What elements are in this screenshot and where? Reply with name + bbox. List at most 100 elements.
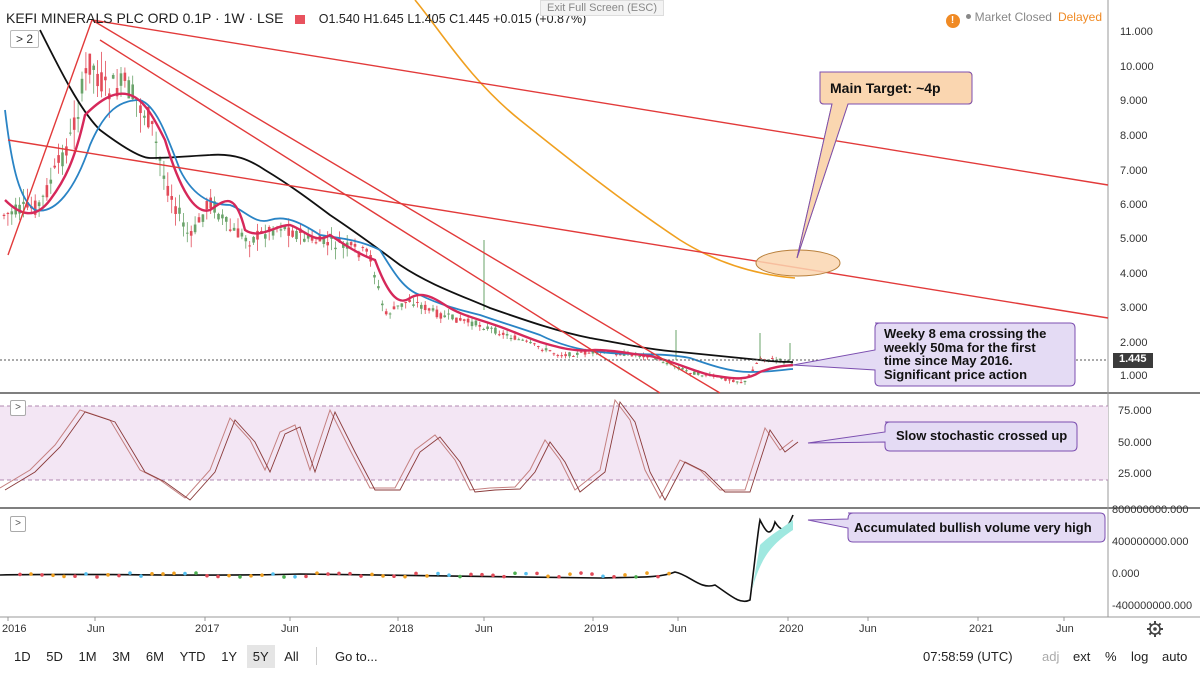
- volume-dot: [194, 571, 198, 575]
- volume-dot: [458, 574, 462, 579]
- ema-cross-line: Weeky 8 ema crossing the: [884, 326, 1047, 341]
- price-tick-label: 1.000: [1120, 370, 1148, 382]
- indicator-collapse-button[interactable]: > 2: [10, 30, 40, 48]
- candle-body: [408, 299, 411, 303]
- log-toggle[interactable]: log: [1131, 649, 1149, 664]
- candle-body: [162, 175, 166, 179]
- candle-body: [689, 373, 692, 375]
- candle-body: [306, 234, 310, 239]
- candle-body: [279, 229, 283, 231]
- candle-body: [517, 339, 521, 341]
- volume-pane-expand-icon[interactable]: >: [10, 516, 26, 532]
- candle-body: [735, 381, 739, 383]
- volume-dot: [546, 574, 550, 579]
- candle-body: [186, 232, 189, 234]
- timeframe-5d[interactable]: 5D: [46, 649, 63, 664]
- candle-body: [76, 117, 80, 119]
- ema8-line: [4, 92, 794, 380]
- percent-toggle[interactable]: %: [1105, 649, 1117, 664]
- trendline[interactable]: [99, 39, 661, 394]
- warning-icon[interactable]: !: [945, 14, 960, 28]
- volume-tick-label: -400000000.000: [1112, 600, 1193, 612]
- time-tick-label: 2017: [195, 623, 220, 635]
- ema-cross-callout[interactable]: [792, 322, 1076, 387]
- trendline[interactable]: [91, 19, 721, 394]
- trendline[interactable]: [7, 19, 93, 256]
- candle-body: [248, 245, 251, 247]
- trendline[interactable]: [91, 19, 1109, 186]
- goto-button[interactable]: Go to...: [334, 649, 378, 664]
- candle-body: [696, 371, 700, 375]
- timeframe-1d[interactable]: 1D: [14, 649, 31, 664]
- candle-body: [498, 334, 501, 336]
- candle-body: [361, 247, 365, 249]
- candle-body: [525, 340, 528, 342]
- symbol-title[interactable]: KEFI MINERALS PLC ORD 0.1P · 1W · LSE: [6, 10, 284, 26]
- time-tick-label: Jun: [859, 623, 877, 635]
- volume-tick-label: 800000000.000: [1112, 504, 1189, 516]
- candle-body: [494, 327, 497, 334]
- ma50-line: [39, 29, 794, 363]
- volume-dot: [359, 574, 363, 578]
- candle-body: [778, 358, 782, 361]
- candle-body: [96, 73, 99, 87]
- candle-body: [143, 115, 146, 118]
- candle-body: [392, 306, 396, 310]
- volume-dot: [436, 571, 440, 576]
- timeframe-5y[interactable]: 5Y: [246, 645, 275, 668]
- candle-body: [365, 248, 368, 252]
- candle-body: [396, 305, 400, 307]
- volume-tick-label: 0.000: [1112, 568, 1140, 580]
- settings-gear-icon[interactable]: [1147, 621, 1163, 637]
- candle-body: [45, 185, 49, 198]
- candle-body: [427, 308, 431, 311]
- stochastic-pane-expand-icon[interactable]: >: [10, 400, 26, 416]
- ohlc-close: C1.445: [449, 12, 490, 26]
- stochastic-callout[interactable]: [807, 421, 1078, 452]
- exit-full-screen-hint[interactable]: Exit Full Screen (ESC): [540, 0, 665, 16]
- candle-body: [443, 315, 446, 318]
- candle-body: [537, 346, 540, 348]
- candle-body: [166, 185, 170, 196]
- candle-body: [743, 380, 747, 383]
- candle-body: [400, 303, 404, 307]
- candle-body: [521, 339, 524, 341]
- last-price-value: 1.445: [1119, 353, 1147, 365]
- timeframe-ytd[interactable]: YTD: [179, 649, 206, 664]
- candle-body: [37, 202, 41, 207]
- candle-body: [451, 314, 454, 320]
- volume-callout[interactable]: [807, 512, 1106, 543]
- candle-body: [618, 354, 622, 356]
- candle-body: [131, 84, 134, 100]
- volume-dot: [623, 573, 627, 577]
- timeframe-6m[interactable]: 6M: [145, 649, 164, 664]
- candle-body: [529, 341, 532, 344]
- trendline[interactable]: [7, 139, 1109, 319]
- timeframe-1m[interactable]: 1M: [78, 649, 97, 664]
- timeframe-3m[interactable]: 3M: [112, 649, 131, 664]
- volume-dot: [216, 574, 220, 579]
- timeframe-all[interactable]: All: [284, 649, 299, 664]
- volume-dot: [172, 571, 176, 576]
- volume-dot: [183, 571, 187, 576]
- candle-body: [700, 375, 704, 377]
- target-ellipse[interactable]: [755, 249, 841, 277]
- candle-body: [65, 146, 68, 156]
- price-tick-label: 6.000: [1120, 199, 1148, 211]
- candle-body: [115, 88, 119, 97]
- candle-body: [69, 132, 72, 134]
- candle-body: [330, 236, 333, 239]
- timeframe-1y[interactable]: 1Y: [221, 649, 238, 664]
- candle-body: [572, 355, 575, 357]
- volume-dot: [260, 573, 264, 577]
- ext-toggle[interactable]: ext: [1073, 649, 1091, 664]
- candle-body: [665, 362, 669, 365]
- candle-body: [583, 351, 587, 355]
- candle-body: [533, 343, 536, 345]
- candle-body: [334, 247, 337, 250]
- adj-toggle[interactable]: adj: [1042, 649, 1060, 664]
- auto-toggle[interactable]: auto: [1162, 649, 1188, 664]
- candle-body: [342, 244, 345, 248]
- clock-readout[interactable]: 07:58:59 (UTC): [923, 649, 1013, 664]
